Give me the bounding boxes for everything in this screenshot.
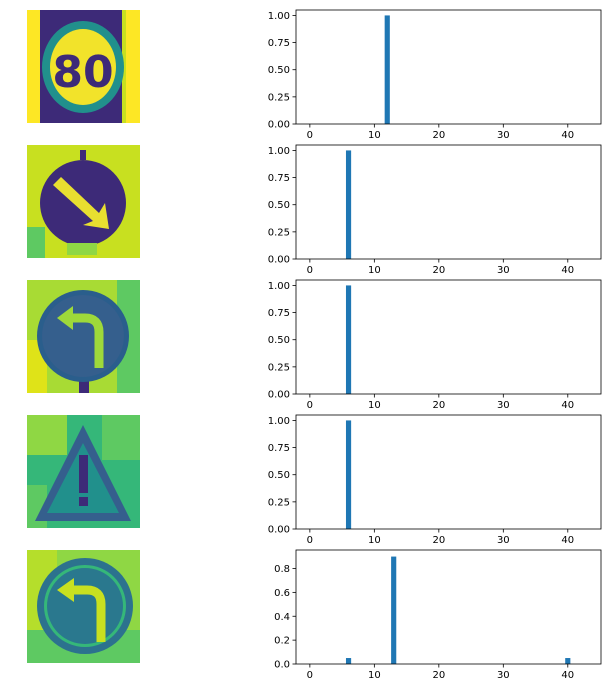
x-tick-label: 30 bbox=[497, 400, 510, 410]
y-tick-label: 0.4 bbox=[274, 612, 290, 623]
plot-frame bbox=[295, 279, 602, 395]
x-tick-label: 40 bbox=[561, 535, 574, 545]
x-tick-label: 0 bbox=[307, 265, 313, 275]
y-tick-label: 0.00 bbox=[268, 390, 290, 401]
x-tick-label: 20 bbox=[432, 670, 445, 680]
x-tick-label: 30 bbox=[497, 130, 510, 140]
y-tick-label: 1.00 bbox=[268, 281, 290, 292]
x-tick-label: 30 bbox=[497, 670, 510, 680]
x-tick-label: 40 bbox=[561, 400, 574, 410]
sign-speed-text: 80 bbox=[52, 47, 113, 98]
x-tick-label: 30 bbox=[497, 265, 510, 275]
bar-class-6 bbox=[345, 420, 352, 529]
y-tick-label: 0.75 bbox=[268, 173, 290, 184]
y-tick-label: 0.6 bbox=[274, 588, 290, 599]
x-tick-label: 20 bbox=[432, 130, 445, 140]
y-tick-label: 0.50 bbox=[268, 470, 290, 481]
y-tick-label: 0.75 bbox=[268, 308, 290, 319]
sign-image-5 bbox=[27, 550, 140, 663]
x-tick-label: 10 bbox=[368, 670, 381, 680]
sign-image-1: 80 bbox=[27, 10, 140, 123]
x-tick-label: 10 bbox=[368, 535, 381, 545]
bar-class-13 bbox=[391, 556, 397, 664]
bar-chart-1: 0 10 20 30 40 0.00 0.25 0.50 0.75 1.00 bbox=[268, 9, 602, 141]
general-caution-sign-icon bbox=[27, 415, 140, 528]
x-tick-label: 0 bbox=[307, 670, 313, 680]
sign-image-3 bbox=[27, 280, 140, 393]
x-tick-label: 40 bbox=[561, 670, 574, 680]
bar-chart-4: 0 10 20 30 40 0.00 0.25 0.50 0.75 1.00 bbox=[268, 414, 602, 546]
x-tick-label: 20 bbox=[432, 535, 445, 545]
probability-chart-1: 0 10 20 30 40 0.00 0.25 0.50 0.75 1.00 bbox=[250, 5, 611, 141]
bar-class-40 bbox=[565, 658, 571, 664]
bar-chart-3: 0 10 20 30 40 0.00 0.25 0.50 0.75 1.00 bbox=[268, 279, 602, 411]
y-tick-label: 0.25 bbox=[268, 92, 290, 103]
y-tick-label: 0.0 bbox=[274, 660, 290, 671]
y-tick-label: 0.25 bbox=[268, 362, 290, 373]
plot-frame bbox=[295, 414, 602, 530]
probability-chart-4: 0 10 20 30 40 0.00 0.25 0.50 0.75 1.00 bbox=[250, 410, 611, 546]
keep-right-sign-icon bbox=[27, 145, 140, 258]
bar-chart-2: 0 10 20 30 40 0.00 0.25 0.50 0.75 1.00 bbox=[268, 144, 602, 276]
y-tick-label: 1.00 bbox=[268, 146, 290, 157]
bar-class-6 bbox=[345, 658, 352, 664]
bar-class-6 bbox=[345, 150, 352, 259]
speed-limit-sign-icon: 80 bbox=[27, 10, 140, 123]
y-tick-label: 0.75 bbox=[268, 38, 290, 49]
x-tick-label: 10 bbox=[368, 265, 381, 275]
x-tick-label: 0 bbox=[307, 400, 313, 410]
y-tick-label: 0.25 bbox=[268, 227, 290, 238]
bar-class-12 bbox=[384, 15, 390, 124]
y-tick-label: 1.00 bbox=[268, 11, 290, 22]
plot-frame bbox=[295, 9, 602, 125]
x-tick-label: 20 bbox=[432, 265, 445, 275]
y-tick-label: 0.00 bbox=[268, 525, 290, 536]
y-tick-label: 0.00 bbox=[268, 120, 290, 131]
x-tick-label: 20 bbox=[432, 400, 445, 410]
x-tick-label: 10 bbox=[368, 400, 381, 410]
plot-frame bbox=[295, 549, 602, 665]
plot-frame bbox=[295, 144, 602, 260]
y-tick-label: 0.50 bbox=[268, 200, 290, 211]
probability-chart-3: 0 10 20 30 40 0.00 0.25 0.50 0.75 1.00 bbox=[250, 275, 611, 411]
x-tick-label: 0 bbox=[307, 535, 313, 545]
x-tick-label: 40 bbox=[561, 130, 574, 140]
y-tick-label: 0.75 bbox=[268, 443, 290, 454]
x-tick-label: 0 bbox=[307, 130, 313, 140]
y-tick-label: 1.00 bbox=[268, 416, 290, 427]
y-tick-label: 0.50 bbox=[268, 65, 290, 76]
y-tick-label: 0.25 bbox=[268, 497, 290, 508]
x-tick-label: 40 bbox=[561, 265, 574, 275]
x-tick-label: 10 bbox=[368, 130, 381, 140]
sign-image-4 bbox=[27, 415, 140, 528]
y-tick-label: 0.2 bbox=[274, 636, 290, 647]
x-tick-label: 30 bbox=[497, 535, 510, 545]
bar-class-6 bbox=[345, 285, 352, 394]
y-tick-label: 0.00 bbox=[268, 255, 290, 266]
probability-chart-5: 0 10 20 30 40 0.0 0.2 0.4 0.6 0.8 bbox=[250, 545, 611, 681]
turn-left-sign-icon bbox=[27, 280, 140, 393]
y-tick-label: 0.8 bbox=[274, 564, 290, 575]
turn-left-sign-icon bbox=[27, 550, 140, 663]
bar-chart-5: 0 10 20 30 40 0.0 0.2 0.4 0.6 0.8 bbox=[274, 549, 602, 681]
probability-chart-2: 0 10 20 30 40 0.00 0.25 0.50 0.75 1.00 bbox=[250, 140, 611, 276]
y-tick-label: 0.50 bbox=[268, 335, 290, 346]
sign-image-2 bbox=[27, 145, 140, 258]
